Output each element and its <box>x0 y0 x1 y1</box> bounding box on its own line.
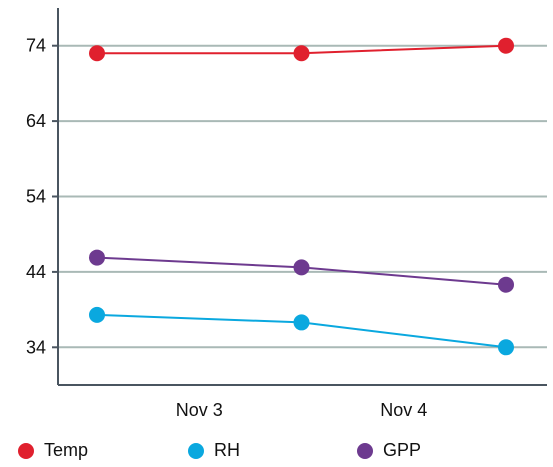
y-tick-label-74: 74 <box>26 36 46 56</box>
y-tick-label-44: 44 <box>26 262 46 282</box>
data-point-gpp-0 <box>89 249 105 266</box>
x-axis-ticks: Nov 3 Nov 4 <box>176 400 428 420</box>
data-point-gpp-1 <box>293 259 310 276</box>
data-point-temp-1 <box>293 45 310 62</box>
line-chart: 34 44 54 64 74 Nov 3 Nov 4 <box>26 8 547 420</box>
data-point-rh-0 <box>89 306 105 323</box>
x-tick-label-nov-4: Nov 4 <box>380 400 427 420</box>
data-point-temp-2 <box>498 37 514 54</box>
data-point-rh-2 <box>498 339 514 356</box>
legend-marker-rh <box>188 442 204 459</box>
legend-item-temp: Temp <box>18 440 88 461</box>
legend-item-rh: RH <box>188 440 240 461</box>
data-point-temp-0 <box>89 45 105 62</box>
gridlines <box>58 44 547 349</box>
y-tick-label-64: 64 <box>26 111 46 131</box>
legend-label-rh: RH <box>214 440 240 460</box>
legend-label-temp: Temp <box>44 440 89 460</box>
legend-item-gpp: GPP <box>357 440 421 461</box>
legend: Temp RH GPP <box>0 440 553 464</box>
x-tick-label-nov-3: Nov 3 <box>176 400 223 420</box>
legend-marker-gpp <box>357 442 373 459</box>
series-layer <box>89 37 514 356</box>
data-point-gpp-2 <box>498 276 514 293</box>
y-tick-label-34: 34 <box>26 337 46 357</box>
legend-marker-temp <box>18 442 34 459</box>
y-axis-ticks: 34 44 54 64 74 <box>26 36 58 357</box>
data-point-rh-1 <box>293 314 310 331</box>
legend-label-gpp: GPP <box>383 440 422 460</box>
y-tick-label-54: 54 <box>26 187 46 207</box>
